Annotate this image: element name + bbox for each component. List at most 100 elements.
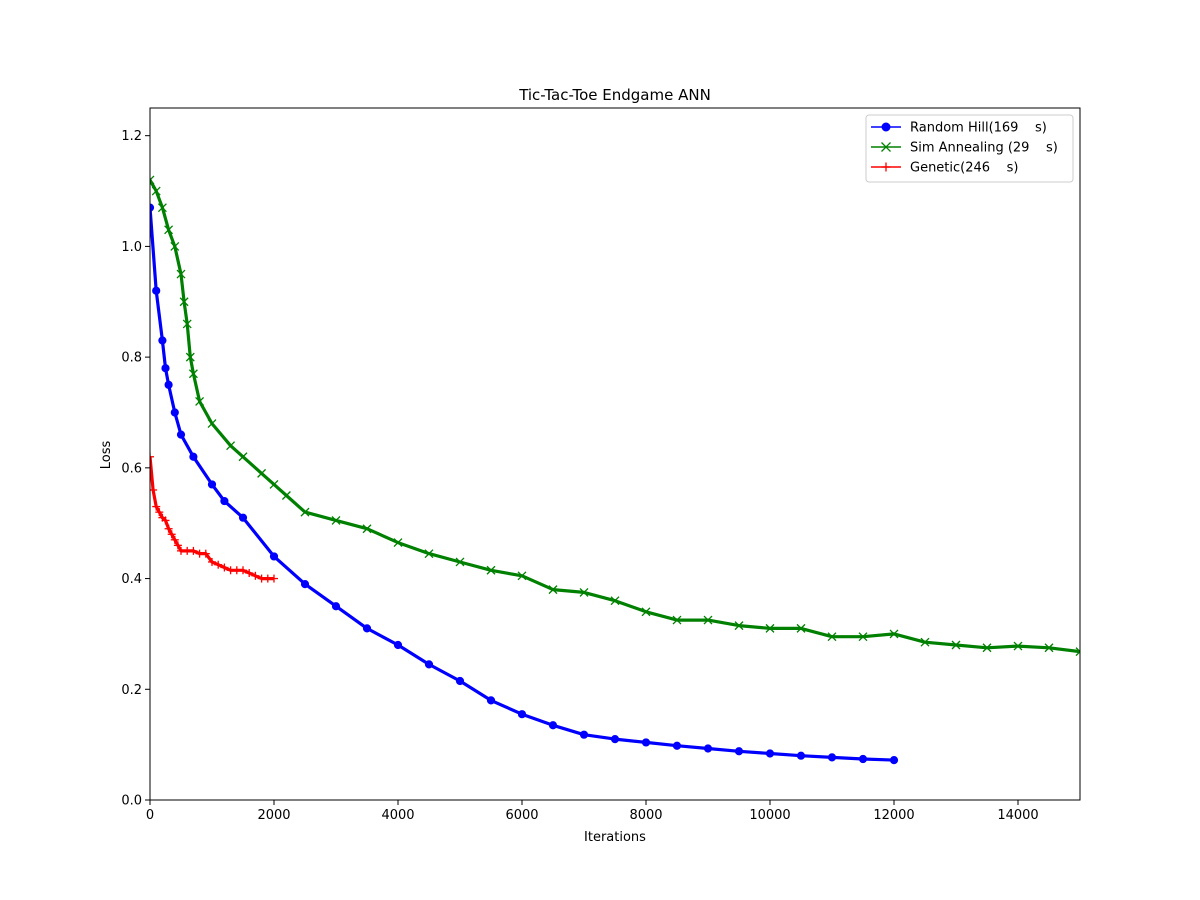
data-point [858,632,868,642]
data-point [920,637,930,647]
data-point [641,738,651,747]
y-tick-label: 0.2 [121,683,142,698]
data-point [517,710,527,719]
data-point [734,621,744,631]
data-point [150,452,154,461]
legend-entry: Random Hill(169 s) [871,121,1047,136]
data-point [548,721,558,730]
data-point [270,574,278,583]
data-point [170,535,179,544]
data-point [796,751,806,760]
data-point [176,269,186,279]
data-point [164,225,174,235]
y-tick-label: 0.4 [121,572,142,587]
series-2 [150,175,1080,657]
data-point [161,516,170,525]
data-point [827,753,837,762]
data-point [331,515,341,525]
data-point [251,571,260,580]
data-point [207,419,217,429]
data-point [179,297,189,307]
data-point [201,549,210,558]
data-point [881,142,891,152]
y-tick-label: 0.0 [121,794,142,809]
chart-title: Tic-Tac-Toe Endgame ANN [518,86,711,104]
data-point [281,491,291,500]
data-point [610,596,620,606]
data-point [517,571,527,581]
data-point [257,468,267,478]
data-point [170,408,179,417]
data-point [796,623,806,633]
data-point [238,452,248,462]
data-point [486,696,496,705]
data-point [220,496,229,506]
data-point [195,396,205,406]
x-tick-label: 12000 [873,808,914,823]
data-point [189,546,198,555]
data-point [393,640,403,650]
plot-area [150,175,1080,765]
data-point [176,430,186,439]
data-point [672,741,682,750]
data-point [170,241,180,251]
y-tick-label: 1.2 [121,129,142,144]
data-point [152,502,161,511]
data-point [455,557,465,567]
data-point [214,560,223,569]
x-axis-label: Iterations [584,830,646,845]
data-point [486,565,496,575]
data-point [150,175,155,185]
data-point [881,162,891,172]
data-point [424,549,434,559]
x-tick-label: 14000 [997,808,1038,823]
data-point [208,557,216,566]
data-point [1044,643,1054,653]
data-point [155,508,164,517]
data-point [245,569,254,578]
x-tick-label: 4000 [381,808,414,823]
legend-entry: Sim Annealing (29 s) [871,141,1058,156]
data-point [185,352,195,362]
data-point [703,615,713,625]
data-point [189,452,198,461]
x-tick-label: 2000 [257,808,290,823]
y-tick-label: 0.8 [121,351,142,366]
data-point [734,747,744,756]
x-axis-ticks: 0 2000 4000 6000 8000 10000 12000 14000 [146,800,1039,823]
data-point [1013,641,1023,651]
data-point [424,660,434,669]
data-point [269,479,279,489]
legend-label: Random Hill(169 s) [910,121,1047,136]
data-point [579,587,589,597]
series-layer [150,175,1080,765]
data-point [182,319,192,329]
series-1 [150,203,899,765]
data-point [269,552,279,561]
x-tick-label: 8000 [629,808,662,823]
data-point [951,640,961,650]
data-point [150,203,155,212]
data-point [158,336,167,345]
data-point [188,369,198,379]
y-axis-label: Loss [99,441,114,470]
data-point [164,380,173,389]
data-point [226,441,236,451]
data-point [881,122,891,132]
data-point [300,579,310,589]
y-tick-label: 0.6 [121,461,142,476]
data-point [579,730,589,739]
data-point [703,744,713,753]
legend: Random Hill(169 s) Sim Annealing (29 s) Ge… [865,114,1074,183]
data-point [161,364,170,373]
data-point [167,530,176,539]
data-point [765,749,775,758]
data-point [152,286,161,295]
x-tick-label: 0 [146,808,154,823]
legend-label: Sim Annealing (29 s) [910,141,1058,156]
x-tick-label: 10000 [749,808,790,823]
data-point [157,203,167,213]
series-3 [150,452,278,583]
data-point [641,607,651,617]
